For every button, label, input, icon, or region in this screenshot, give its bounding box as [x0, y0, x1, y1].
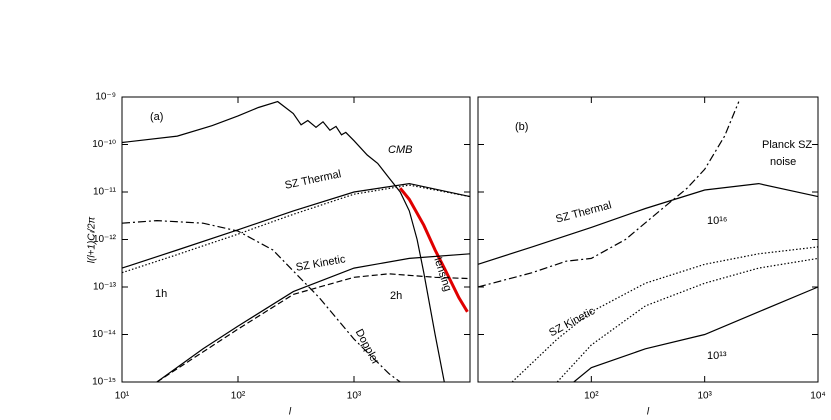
- annotation: 10¹⁶: [707, 215, 727, 227]
- annotation: SZ Thermal: [554, 199, 612, 225]
- x-tick-label: 10²: [231, 391, 246, 402]
- annotation: (a): [150, 111, 163, 123]
- curve: [121, 219, 401, 383]
- x-tick-label: 10³: [347, 391, 362, 402]
- annotation: SZ Kinetic: [295, 253, 347, 274]
- y-tick-label: 10⁻¹⁰: [92, 139, 116, 150]
- curve: [156, 253, 471, 383]
- annotation: (b): [515, 121, 528, 133]
- annotation: Planck SZ: [762, 139, 812, 151]
- curve: [511, 246, 819, 383]
- annotation: lensing: [431, 256, 453, 293]
- x-tick-label: 10²: [584, 391, 599, 402]
- curve: [477, 101, 740, 288]
- y-tick-label: 10⁻¹²: [93, 234, 117, 245]
- curve: [556, 257, 819, 383]
- curve: [156, 273, 471, 383]
- x-axis-label: l: [289, 407, 292, 418]
- curve: [121, 184, 471, 274]
- y-axis-label: l(l+1)Cₗ/2π: [87, 216, 98, 263]
- annotation: 2h: [390, 290, 402, 302]
- curve: [399, 187, 469, 313]
- plot-frame: [121, 96, 471, 383]
- curve: [121, 100, 445, 383]
- y-tick-label: 10⁻⁹: [95, 92, 116, 103]
- annotation: SZ Kinetic: [547, 305, 597, 339]
- x-tick-label: 10³: [697, 391, 712, 402]
- y-tick-label: 10⁻¹⁵: [92, 377, 116, 388]
- x-tick-label: 10¹: [115, 391, 130, 402]
- x-tick-label: 10⁴: [810, 391, 825, 402]
- annotation: 1h: [155, 288, 167, 300]
- x-axis-label: l: [647, 407, 650, 418]
- annotation: noise: [770, 156, 796, 168]
- curve: [573, 286, 819, 383]
- y-tick-label: 10⁻¹⁴: [92, 329, 116, 340]
- annotation: Doppler: [353, 327, 382, 367]
- y-tick-label: 10⁻¹³: [93, 282, 117, 293]
- curve: [121, 182, 471, 269]
- annotation: 10¹³: [707, 350, 727, 362]
- curve: [477, 182, 819, 265]
- y-tick-label: 10⁻¹¹: [93, 187, 117, 198]
- annotation: SZ Thermal: [284, 168, 343, 192]
- annotation: CMB: [388, 144, 412, 156]
